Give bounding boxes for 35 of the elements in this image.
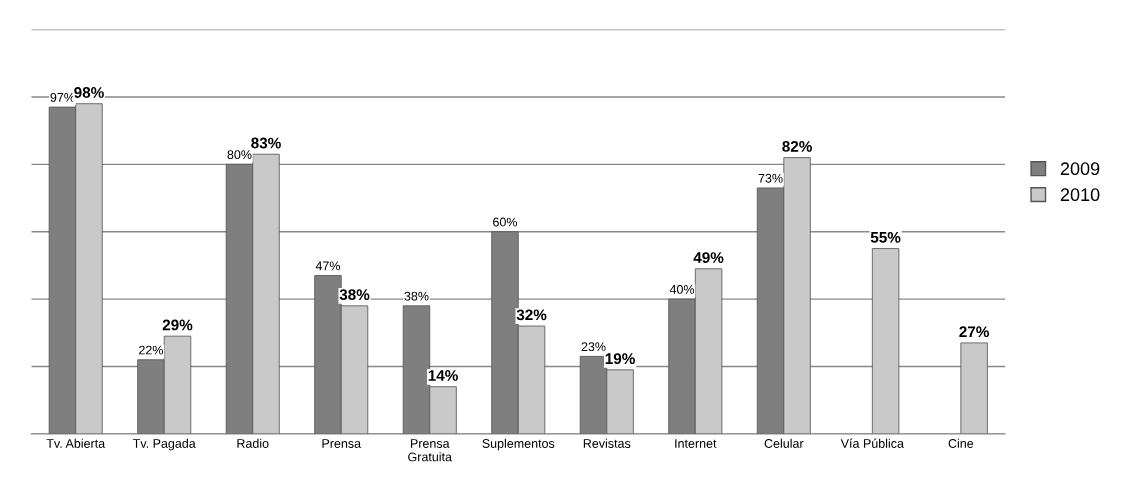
x-tick-label: Cine [948,438,974,448]
data-label: 60% [493,217,518,227]
x-tick-label: Tv. Pagada [132,438,196,451]
x-tick-label: Revistas [583,438,631,448]
data-label: 82% [782,140,812,152]
x-tick-label: Suplementos [482,438,555,451]
data-label: 83% [251,137,281,149]
data-label: 55% [870,231,901,243]
data-label: 27% [959,326,989,338]
x-tick-label: Prensa [322,439,362,448]
bar [960,342,988,434]
data-label: 40% [669,284,695,294]
data-label: 49% [693,252,724,263]
data-label: 22% [139,345,163,355]
data-label: 47% [315,261,341,271]
data-label: 29% [162,319,193,331]
bar [871,248,900,434]
x-tick-label: Tv. Abierta [46,438,106,448]
legend-label: 2009 [1060,162,1100,176]
data-label: 98% [74,87,104,98]
data-label: 73% [758,173,783,183]
data-label: 23% [581,342,606,352]
data-label: 32% [516,309,547,321]
x-tick-label: Vía Pública [840,438,904,448]
data-label: 38% [339,289,370,301]
data-label: 19% [605,353,635,365]
data-label: 14% [428,370,458,381]
legend-label: 2010 [1060,188,1100,202]
x-tick-label: Radio [237,438,269,448]
data-label: 38% [404,291,429,301]
data-label: 80% [227,150,252,160]
x-tick-label: Celular [764,438,804,448]
x-tick-label: Prensa Gratuita [408,439,452,462]
data-label: 97% [50,92,75,102]
x-tick-label: Internet [675,439,717,448]
